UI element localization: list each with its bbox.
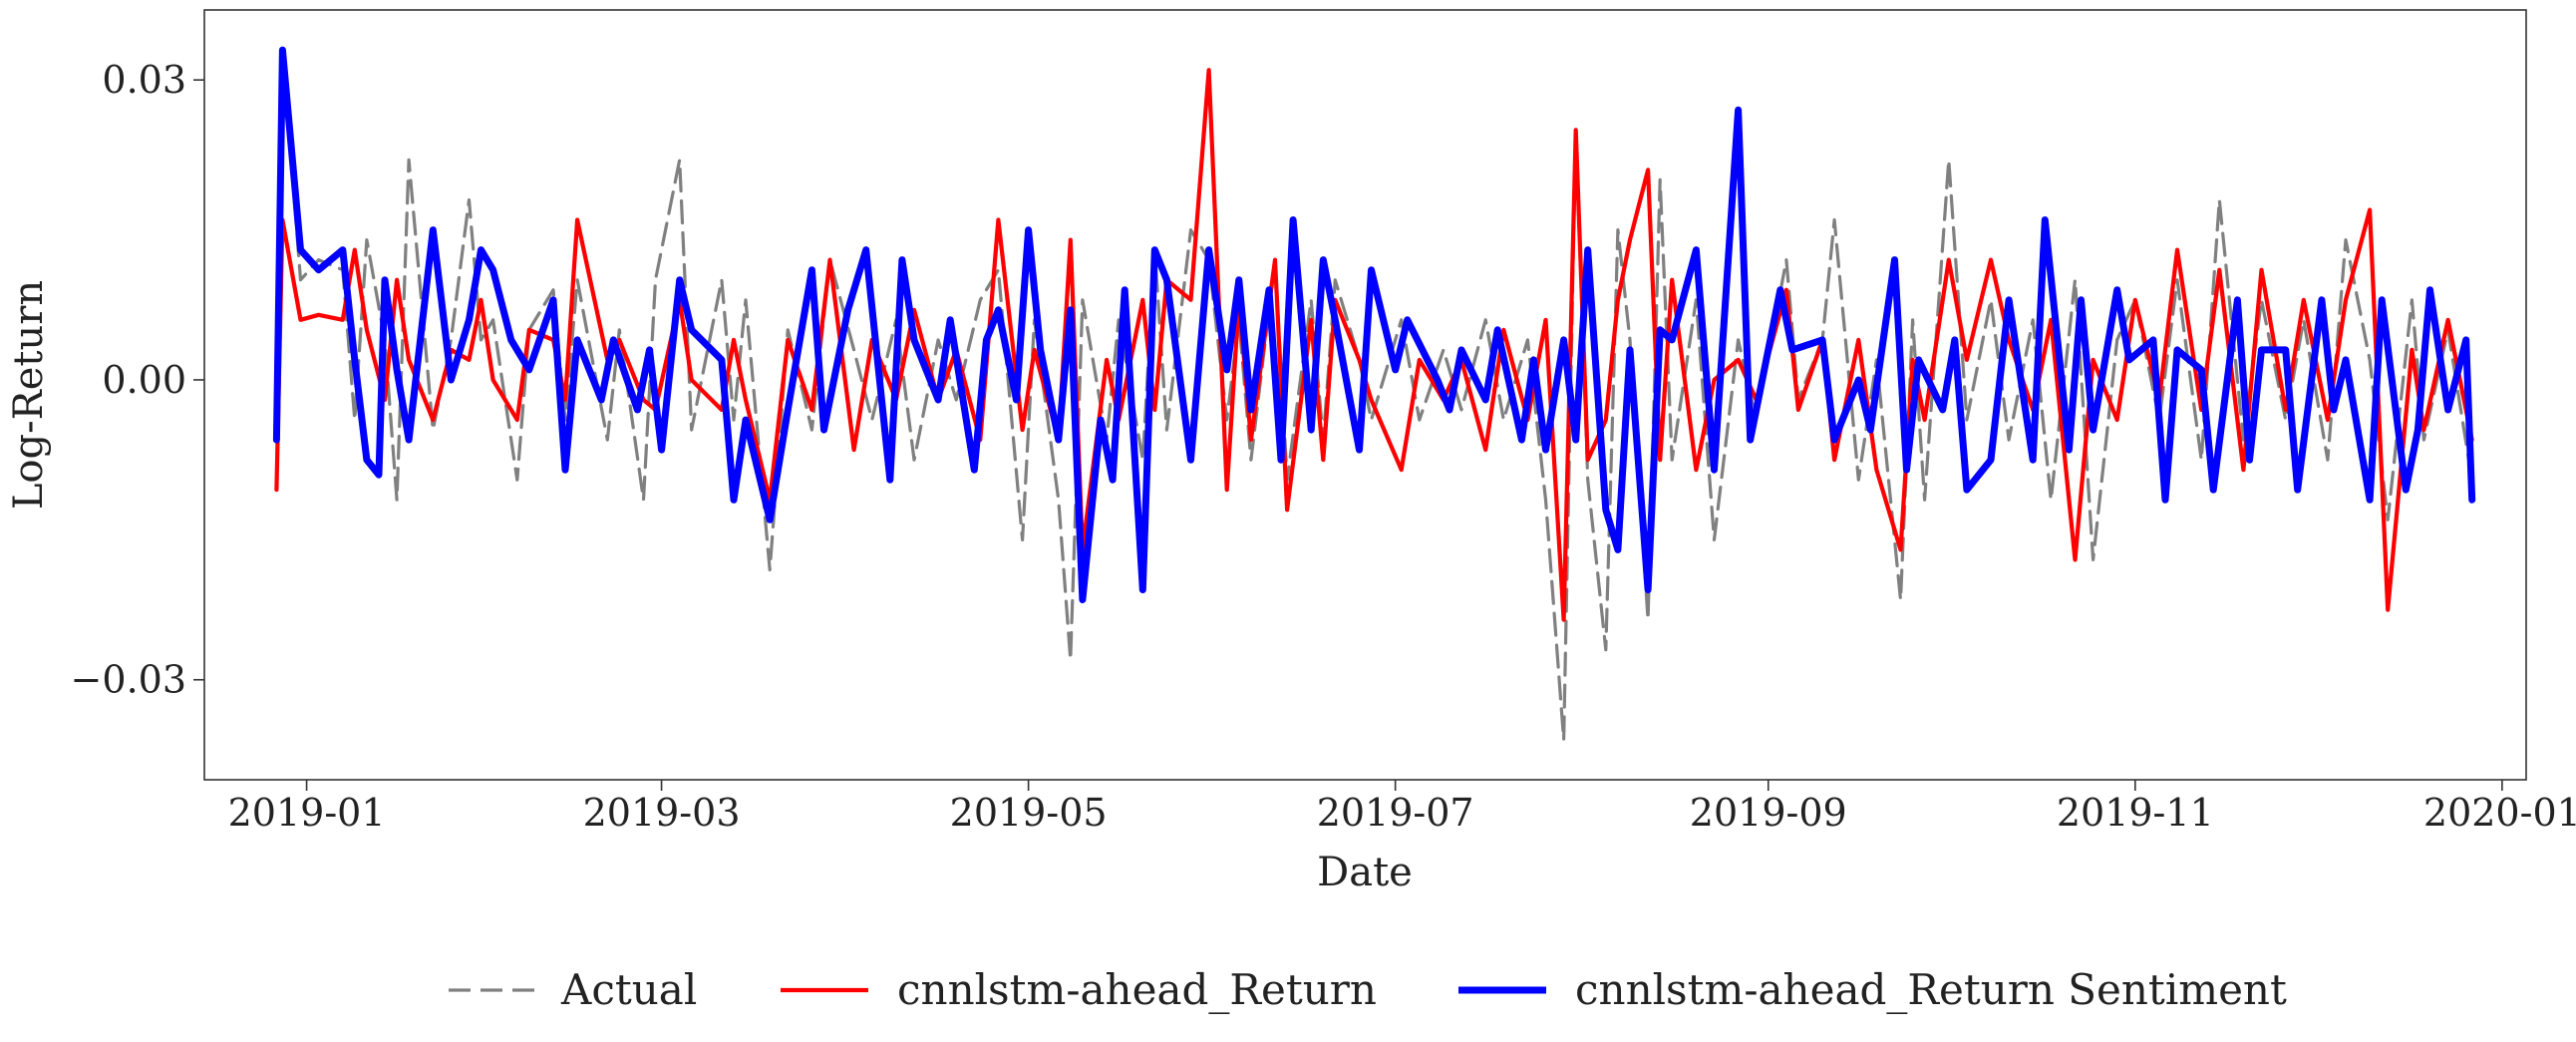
legend-label-0: Actual (560, 965, 697, 1014)
x-tick-label: 2020-01 (2423, 791, 2576, 835)
y-axis-ticks: 0.03 0.00 −0.03 (71, 58, 204, 702)
series-line-2 (272, 46, 2476, 603)
series-layer (272, 46, 2476, 742)
legend-label-2: cnnlstm-ahead_Return Sentiment (1575, 965, 2287, 1014)
y-tick-label: 0.00 (102, 358, 186, 402)
x-tick-label: 2019-09 (1690, 791, 1847, 835)
series-line-1 (274, 68, 2474, 622)
legend-label-1: cnnlstm-ahead_Return (897, 965, 1377, 1014)
x-axis-label: Date (1317, 850, 1413, 895)
y-axis-label: Log-Return (6, 280, 52, 510)
x-tick-label: 2019-11 (2057, 791, 2214, 835)
x-tick-label: 2019-05 (950, 791, 1108, 835)
y-tick-label: 0.03 (102, 58, 186, 102)
plot-area-frame (203, 9, 2527, 781)
legend: Actual cnnlstm-ahead_Return cnnlstm-ahead_… (449, 965, 2287, 1014)
x-tick-label: 2019-03 (583, 791, 741, 835)
y-tick-label: −0.03 (71, 658, 186, 702)
x-axis-ticks: 2019-01 2019-03 2019-05 2019-07 2019-09 2019-… (228, 780, 2576, 835)
x-tick-label: 2019-07 (1317, 791, 1474, 835)
x-tick-label: 2019-01 (228, 791, 386, 835)
